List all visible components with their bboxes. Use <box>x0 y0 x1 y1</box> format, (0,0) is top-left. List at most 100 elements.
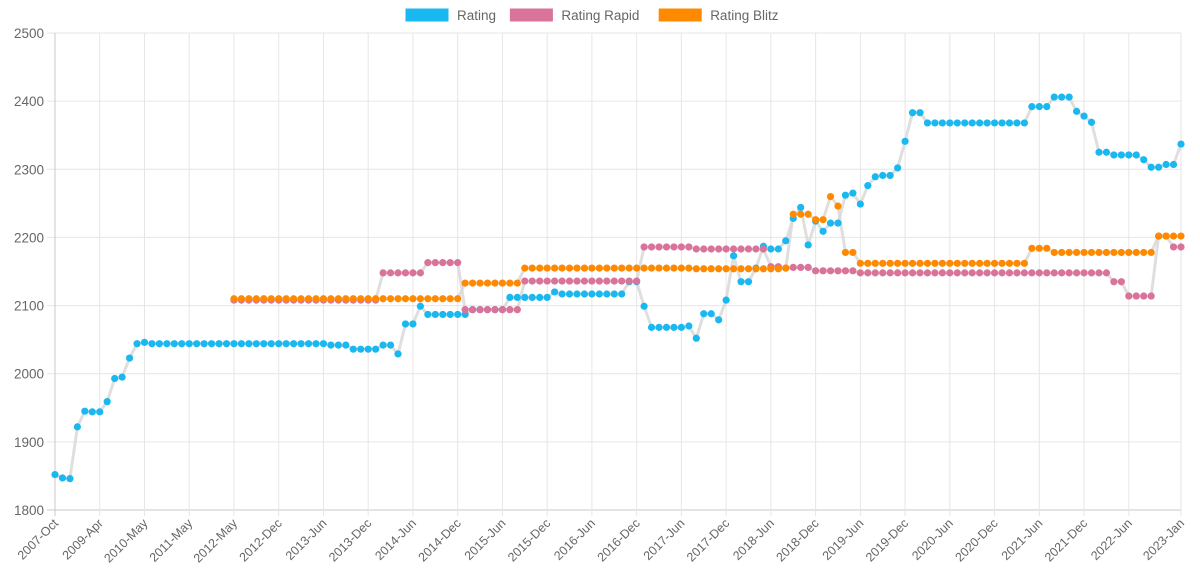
data-point-1 <box>513 306 521 314</box>
data-point-1 <box>640 243 648 251</box>
x-tick-label: 2023-Jan <box>1140 516 1187 563</box>
data-point-1 <box>670 243 678 251</box>
data-point-1 <box>1058 269 1066 277</box>
x-tick-label: 2015-Dec <box>505 516 553 564</box>
data-point-2 <box>774 265 782 273</box>
data-point-1 <box>722 245 730 253</box>
data-point-1 <box>1013 269 1021 277</box>
data-point-2 <box>1102 248 1111 257</box>
data-point-1 <box>573 277 581 285</box>
data-point-1 <box>662 243 671 251</box>
data-point-2 <box>1005 259 1014 267</box>
data-point-0 <box>864 182 872 190</box>
data-point-0 <box>640 302 648 310</box>
data-point-1 <box>856 269 864 277</box>
data-point-0 <box>327 341 335 349</box>
data-point-0 <box>454 310 462 319</box>
data-point-2 <box>558 264 566 272</box>
series-lines <box>54 95 1183 481</box>
data-point-2 <box>901 259 909 267</box>
legend-swatch <box>508 7 554 23</box>
data-point-2 <box>797 210 805 218</box>
data-point-2 <box>1020 259 1029 267</box>
data-point-0 <box>51 470 59 479</box>
data-point-2 <box>879 259 887 267</box>
data-point-2 <box>1058 248 1066 257</box>
data-point-0 <box>685 322 693 330</box>
data-point-1 <box>1028 269 1036 277</box>
data-point-2 <box>446 295 454 303</box>
data-point-2 <box>401 295 410 303</box>
data-point-2 <box>1140 248 1148 257</box>
legend-label: Rating Rapid <box>561 8 639 23</box>
data-point-1 <box>603 277 611 285</box>
x-tick-label: 2017-Jun <box>641 516 688 563</box>
data-point-2 <box>923 259 932 267</box>
data-point-1 <box>812 267 820 275</box>
data-point-0 <box>275 340 283 348</box>
data-point-2 <box>372 295 380 303</box>
data-point-1 <box>931 269 939 277</box>
x-tick-label: 2017-Dec <box>684 516 732 564</box>
data-point-0 <box>961 119 969 127</box>
data-point-2 <box>476 279 484 287</box>
data-point-2 <box>513 279 521 287</box>
data-point-0 <box>856 200 864 208</box>
data-point-2 <box>424 295 432 303</box>
data-point-2 <box>1095 248 1103 257</box>
data-point-1 <box>1035 269 1043 277</box>
data-point-0 <box>185 340 193 348</box>
x-tick-label: 2019-Jun <box>820 516 867 563</box>
data-point-0 <box>1117 151 1125 159</box>
data-point-1 <box>789 263 797 272</box>
x-tick-label: 2010-May <box>101 516 151 566</box>
data-point-2 <box>342 295 350 303</box>
data-point-1 <box>1169 243 1178 251</box>
data-point-2 <box>506 279 514 287</box>
data-point-1 <box>871 269 879 277</box>
data-point-2 <box>737 265 745 273</box>
data-point-1 <box>588 277 596 285</box>
data-point-1 <box>468 306 477 314</box>
data-point-2 <box>565 264 574 272</box>
data-point-2 <box>834 202 842 210</box>
data-point-2 <box>573 264 581 272</box>
data-point-0 <box>1058 93 1066 101</box>
data-point-2 <box>998 259 1006 267</box>
data-point-1 <box>886 269 894 277</box>
data-point-1 <box>618 277 626 285</box>
data-point-2 <box>319 295 328 303</box>
data-point-2 <box>491 279 499 287</box>
x-tick-label: 2018-Jun <box>730 516 777 563</box>
data-point-2 <box>1065 248 1073 257</box>
data-point-1 <box>476 306 484 314</box>
data-point-0 <box>513 293 521 301</box>
data-point-0 <box>96 408 104 416</box>
data-point-0 <box>849 189 857 197</box>
data-point-0 <box>58 474 67 482</box>
data-point-0 <box>834 219 842 227</box>
data-point-0 <box>1125 151 1133 159</box>
data-point-2 <box>976 259 984 267</box>
data-point-2 <box>953 259 961 267</box>
data-point-1 <box>908 269 917 277</box>
data-point-2 <box>715 265 723 273</box>
y-tick-label: 1800 <box>14 503 44 518</box>
data-point-2 <box>431 295 439 303</box>
data-point-0 <box>998 119 1006 127</box>
data-point-0 <box>737 278 745 286</box>
data-point-2 <box>1080 248 1088 257</box>
data-point-1 <box>416 269 424 277</box>
data-point-1 <box>834 267 842 275</box>
data-point-1 <box>916 269 924 277</box>
data-point-1 <box>647 243 656 251</box>
data-point-2 <box>1162 232 1170 240</box>
data-point-1 <box>1110 278 1118 286</box>
data-point-2 <box>1073 248 1081 257</box>
data-point-0 <box>1087 118 1096 126</box>
data-point-1 <box>864 269 872 277</box>
data-point-2 <box>409 295 417 303</box>
data-point-1 <box>983 269 991 277</box>
data-point-2 <box>528 264 536 272</box>
data-point-1 <box>797 263 805 272</box>
